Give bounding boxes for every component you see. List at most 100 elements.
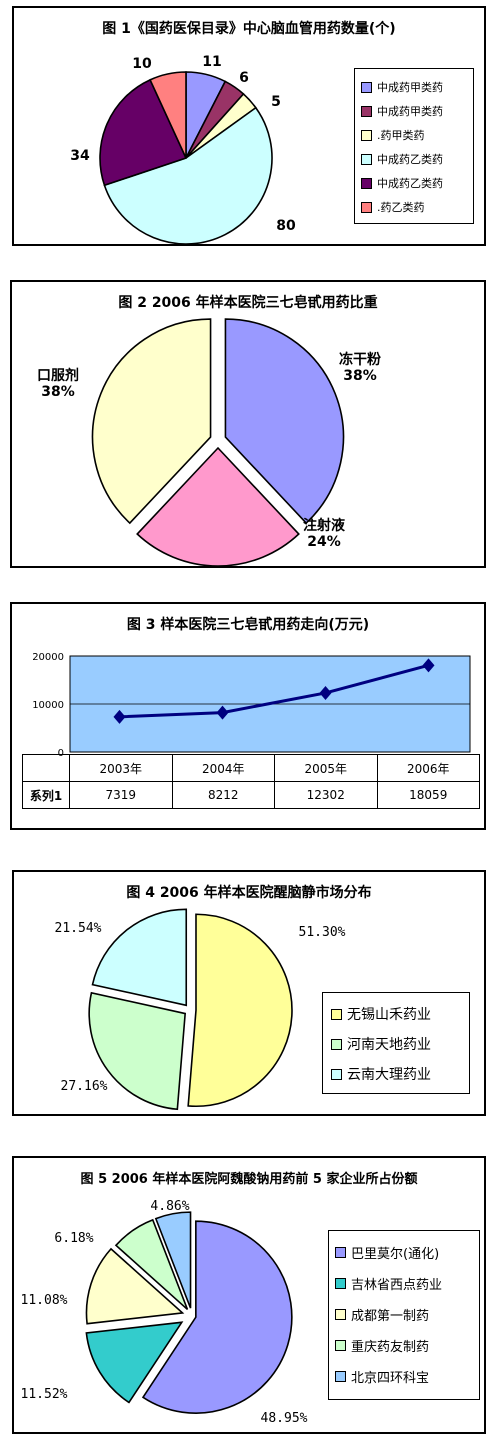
chart-5-data-label: 48.95% (261, 1411, 308, 1426)
chart-5-data-label: 4.86% (150, 1199, 189, 1214)
legend-label: 河南天地药业 (347, 1037, 431, 1053)
chart-3-marker (113, 709, 126, 724)
chart-3-series-line (119, 663, 429, 719)
legend-item: 河南天地药业 (331, 1029, 461, 1059)
chart-1-slice (103, 106, 273, 245)
table-value: 8212 (171, 781, 275, 809)
chart-1-data-label: 6 (239, 70, 249, 86)
legend-label: 云南大理药业 (347, 1067, 431, 1083)
chart-2-data-label: 注射液 (303, 517, 346, 534)
legend-swatch (331, 1068, 342, 1080)
chart-2-panel: 图 2 2006 年样本医院三七皂甙用药比重 冻干粉 38% 注射液 24% 口服剂 38… (10, 280, 486, 568)
chart-2-data-label: 冻干粉 (339, 351, 381, 368)
chart-5-legend: 巴里莫尔(通化) 吉林省西点药业 成都第一制药重庆药友制药北京四环科宝 (328, 1230, 480, 1400)
legend-item: 无锡山禾药业 (331, 999, 461, 1029)
legend-swatch (361, 129, 372, 141)
chart-3-y-tick: 10000 (32, 700, 64, 711)
legend-swatch (335, 1247, 346, 1258)
chart-4-pie: 51.30% 27.16% 21.54% (55, 908, 346, 1111)
legend-label: 吉林省西点药业 (351, 1278, 443, 1293)
chart-1-data-label: 5 (271, 94, 281, 110)
chart-2-data-label: 38% (343, 368, 377, 384)
chart-3-marker (319, 685, 332, 700)
legend-label: 北京四环科宝 (351, 1371, 430, 1386)
chart-5-title: 图 5 2006 年样本医院阿魏酸钠用药前 5 家企业所占份额 (80, 1172, 418, 1187)
chart-2-data-label: 口服剂 (37, 367, 79, 384)
legend-item: 中成药甲类药 (361, 99, 467, 123)
legend-item: 云南大理药业 (331, 1059, 461, 1089)
table-category: 2006年 (376, 754, 480, 782)
legend-item: 吉林省西点药业 (335, 1268, 473, 1299)
chart-4-data-label: 51.30% (299, 925, 346, 940)
chart-1-legend: 中成药甲类药 中成药甲类药 .药甲类药 中成药乙类药 中成药乙类药 .药乙类药 (354, 68, 474, 224)
chart-4-data-label: 27.16% (61, 1079, 108, 1094)
table-corner (22, 754, 70, 782)
chart-2-title: 图 2 2006 年样本医院三七皂甙用药比重 (118, 295, 378, 311)
table-category: 2003年 (69, 754, 173, 782)
chart-4-title: 图 4 2006 年样本医院醒脑静市场分布 (126, 885, 372, 901)
legend-swatch (335, 1371, 346, 1382)
chart-3-panel: 图 3 样本医院三七皂甙用药走向(万元) 20000 10000 0 2003年 2… (10, 602, 486, 830)
chart-5-slice (141, 1220, 293, 1414)
chart-3-data-table: 2003年 2004年 2005年 2006年 系列1 7319 8212 12… (22, 754, 480, 809)
legend-swatch (335, 1309, 346, 1320)
chart-5-slice (85, 1321, 184, 1404)
legend-label: 成都第一制药 (351, 1309, 430, 1324)
chart-1-slice (149, 71, 187, 159)
chart-5-slice (114, 1218, 189, 1311)
chart-5-slice (154, 1211, 192, 1309)
legend-item: 中成药乙类药 (361, 171, 467, 195)
chart-2-slice (224, 318, 345, 525)
table-category: 2005年 (274, 754, 378, 782)
table-category: 2004年 (171, 754, 275, 782)
legend-swatch (361, 81, 372, 93)
chart-2-slice (136, 446, 300, 567)
chart-4-legend: 无锡山禾药业 河南天地药业 云南大理药业 (322, 992, 470, 1094)
legend-swatch (331, 1008, 342, 1020)
legend-swatch (361, 177, 372, 189)
legend-label: 中成药甲类药 (377, 105, 443, 118)
table-value: 12302 (274, 781, 378, 809)
legend-swatch (361, 105, 372, 117)
legend-item: 中成药乙类药 (361, 147, 467, 171)
legend-swatch (361, 153, 372, 165)
chart-1-pie: 11 6 5 80 34 10 (70, 54, 296, 245)
chart-4-data-label: 21.54% (55, 921, 102, 936)
legend-item: 重庆药友制药 (335, 1330, 473, 1361)
legend-item: 成都第一制药 (335, 1299, 473, 1330)
legend-swatch (335, 1340, 346, 1351)
chart-1-data-label: 11 (202, 54, 221, 70)
chart-2-data-label: 24% (307, 534, 341, 550)
chart-5-panel: 图 5 2006 年样本医院阿魏酸钠用药前 5 家企业所占份额 48.95% 11… (12, 1156, 486, 1434)
chart-4-panel: 图 4 2006 年样本医院醒脑静市场分布 51.30% 27.16% 21.54%… (12, 870, 486, 1116)
legend-label: 中成药甲类药 (377, 81, 443, 94)
legend-label: 中成药乙类药 (377, 177, 443, 190)
chart-5-data-label: 6.18% (54, 1231, 93, 1246)
chart-1-title: 图 1《国药医保目录》中心脑血管用药数量(个) (102, 21, 396, 37)
legend-label: 无锡山禾药业 (347, 1007, 431, 1023)
legend-swatch (331, 1038, 342, 1050)
legend-swatch (335, 1278, 346, 1289)
chart-5-slice (85, 1247, 185, 1325)
chart-1-data-label: 10 (132, 56, 152, 72)
chart-5-data-label: 11.52% (21, 1387, 68, 1402)
chart-2-slice (91, 318, 212, 525)
chart-5-data-label: 11.08% (21, 1293, 68, 1308)
chart-3-y-tick: 20000 (32, 652, 64, 663)
legend-item: 北京四环科宝 (335, 1361, 473, 1392)
legend-item: 巴里莫尔(通化) (335, 1237, 473, 1268)
chart-4-slice (91, 908, 188, 1007)
chart-3-y-tick: 0 (58, 748, 64, 759)
table-value: 7319 (69, 781, 173, 809)
chart-3-marker (422, 658, 435, 673)
legend-item: .药乙类药 (361, 195, 467, 219)
chart-3-marker (216, 705, 229, 720)
legend-item: 中成药甲类药 (361, 75, 467, 99)
chart-3-line: 20000 10000 0 (32, 652, 471, 759)
legend-label: 中成药乙类药 (377, 153, 443, 166)
chart-1-data-label: 34 (70, 148, 90, 164)
legend-label: .药乙类药 (377, 201, 425, 214)
legend-label: 巴里莫尔(通化) (351, 1247, 440, 1262)
chart-2-data-label: 38% (41, 384, 75, 400)
